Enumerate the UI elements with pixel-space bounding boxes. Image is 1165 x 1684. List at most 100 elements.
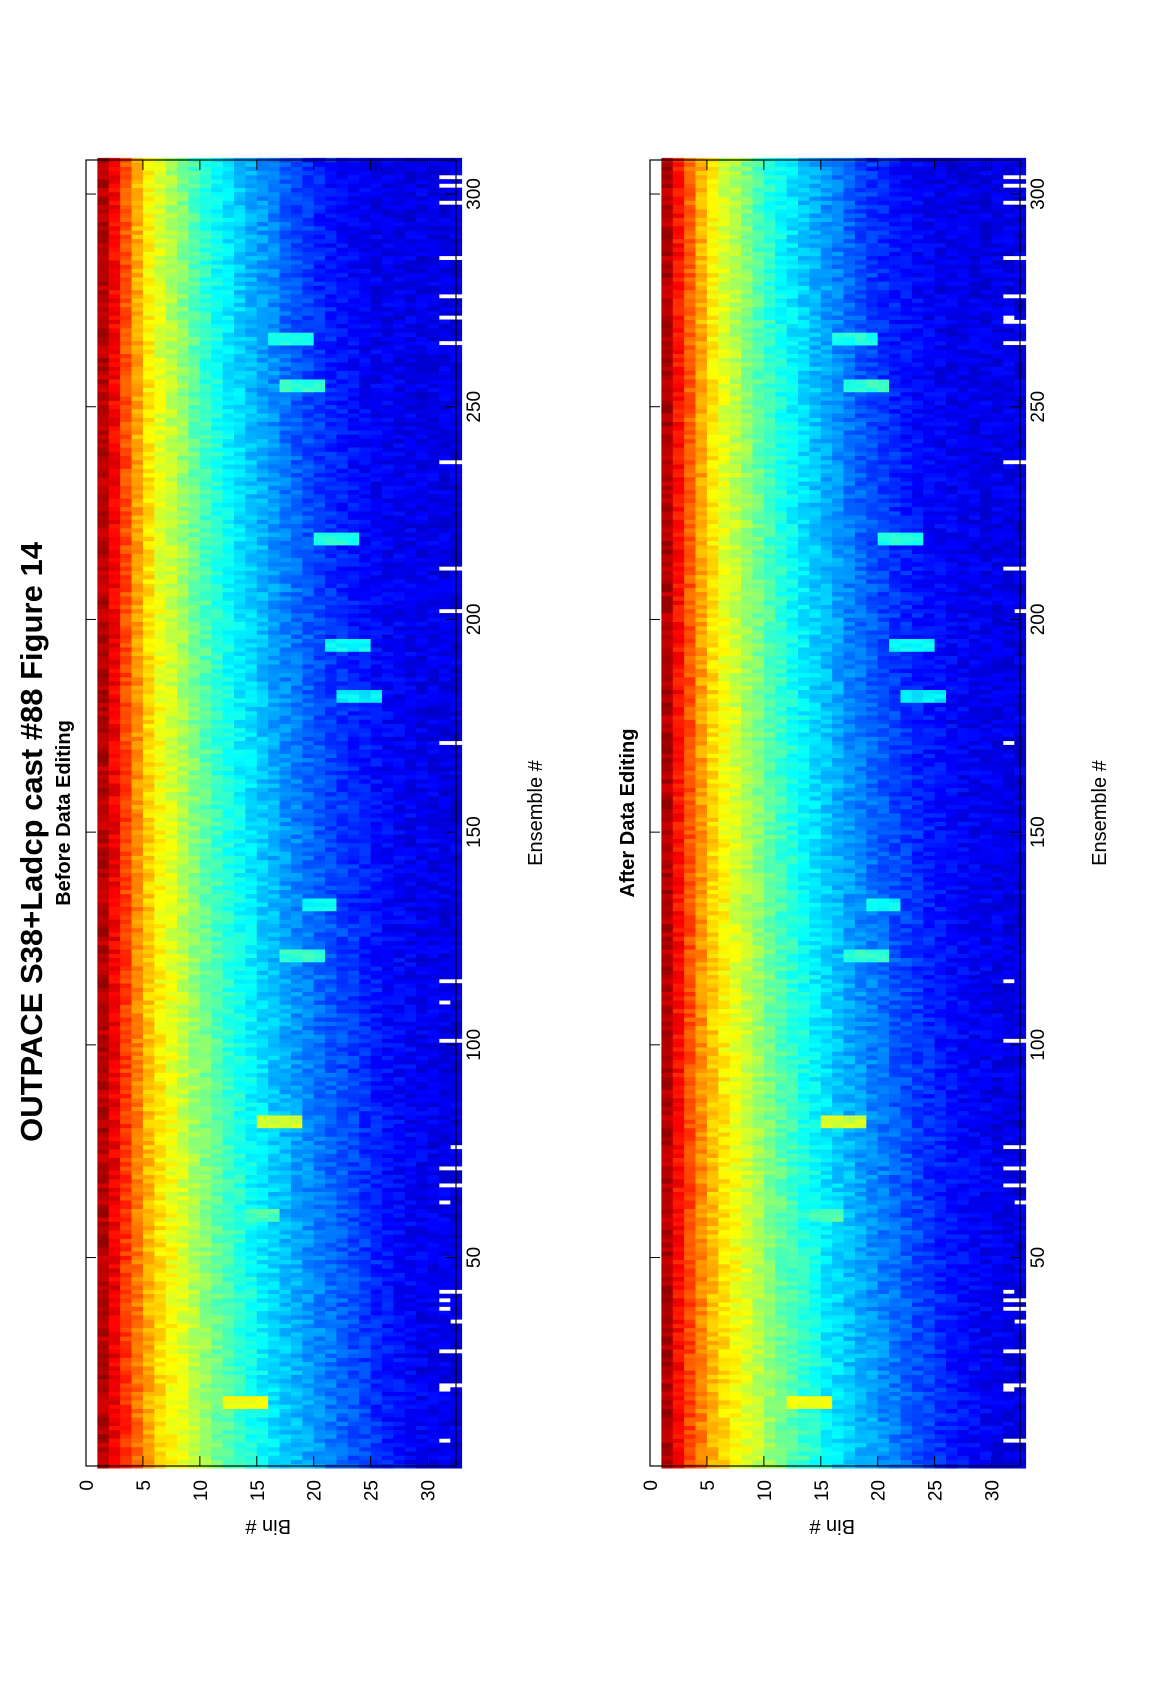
heatmap-cell <box>348 1081 360 1086</box>
heatmap-cell <box>371 1013 383 1018</box>
heatmap-cell <box>257 800 269 805</box>
heatmap-cell <box>359 1141 371 1146</box>
heatmap-cell <box>97 1349 109 1354</box>
heatmap-cell <box>200 890 212 895</box>
heatmap-cell <box>325 1272 337 1277</box>
heatmap-cell <box>234 1213 246 1218</box>
heatmap-cell <box>211 873 223 878</box>
heatmap-cell <box>428 1319 440 1324</box>
heatmap-cell <box>223 1094 235 1099</box>
heatmap-cell <box>177 1030 189 1035</box>
heatmap-cell <box>348 1077 360 1082</box>
heatmap-cell <box>416 932 428 937</box>
heatmap-cell <box>291 1375 303 1380</box>
heatmap-cell <box>302 1221 314 1226</box>
heatmap-cell <box>325 1370 337 1375</box>
heatmap-cell <box>223 1162 235 1167</box>
heatmap-cell <box>257 1443 269 1448</box>
heatmap-cell <box>382 1421 394 1426</box>
heatmap-cell <box>382 1047 394 1052</box>
heatmap-cell <box>393 1379 405 1384</box>
heatmap-cell <box>109 1426 121 1431</box>
heatmap-cell <box>166 1166 178 1171</box>
heatmap-cell <box>120 1438 132 1443</box>
heatmap-cell <box>314 983 326 988</box>
heatmap-cell <box>325 1000 337 1005</box>
heatmap-cell <box>359 1013 371 1018</box>
heatmap-cell <box>177 1200 189 1205</box>
heatmap-cell <box>177 1447 189 1452</box>
heatmap-cell <box>382 1209 394 1214</box>
heatmap-cell <box>314 1409 326 1414</box>
heatmap-cell <box>359 1400 371 1405</box>
heatmap-cell <box>223 822 235 827</box>
heatmap-cell <box>245 932 257 937</box>
heatmap-cell <box>302 1217 314 1222</box>
heatmap-cell <box>314 987 326 992</box>
heatmap-cell <box>166 996 178 1001</box>
heatmap-cell <box>177 1085 189 1090</box>
heatmap-cell <box>188 1302 200 1307</box>
heatmap-cell <box>325 1451 337 1456</box>
heatmap-cell <box>268 826 280 831</box>
heatmap-cell <box>109 1077 121 1082</box>
heatmap-cell <box>120 1055 132 1060</box>
heatmap-cell <box>223 1375 235 1380</box>
heatmap-cell <box>393 1192 405 1197</box>
heatmap-cell <box>154 1026 166 1031</box>
heatmap-cell <box>132 958 144 963</box>
heatmap-cell <box>302 1417 314 1422</box>
heatmap-cell <box>245 945 257 950</box>
heatmap-cell <box>371 1021 383 1026</box>
heatmap-cell <box>245 860 257 865</box>
heatmap-cell <box>348 1162 360 1167</box>
heatmap-cell <box>416 898 428 903</box>
heatmap-cell <box>291 932 303 937</box>
heatmap-cell <box>302 1341 314 1346</box>
heatmap-cell <box>234 1460 246 1465</box>
heatmap-cell <box>439 1392 451 1397</box>
heatmap-cell <box>177 1328 189 1333</box>
heatmap-cell <box>166 970 178 975</box>
heatmap-cell <box>280 1200 292 1205</box>
heatmap-cell <box>211 843 223 848</box>
heatmap-cell <box>154 1111 166 1116</box>
heatmap-cell <box>359 1230 371 1235</box>
heatmap-cell <box>120 1306 132 1311</box>
heatmap-cell <box>382 1443 394 1448</box>
heatmap-cell <box>120 864 132 869</box>
heatmap-cell <box>211 1192 223 1197</box>
heatmap-cell <box>393 1289 405 1294</box>
heatmap-cell <box>154 1451 166 1456</box>
heatmap-cell <box>371 919 383 924</box>
heatmap-cell <box>200 1383 212 1388</box>
heatmap-cell <box>132 1332 144 1337</box>
heatmap-cell <box>268 1302 280 1307</box>
heatmap-cell <box>154 817 166 822</box>
heatmap-cell <box>109 864 121 869</box>
heatmap-cell <box>291 996 303 1001</box>
heatmap-cell <box>166 800 178 805</box>
heatmap-cell <box>348 983 360 988</box>
heatmap-cell <box>154 902 166 907</box>
heatmap-cell <box>245 1013 257 1018</box>
heatmap-cell <box>393 1162 405 1167</box>
heatmap-cell <box>132 932 144 937</box>
heatmap-cell <box>371 932 383 937</box>
heatmap-cell <box>132 1132 144 1137</box>
heatmap-cell <box>268 1060 280 1065</box>
heatmap-cell <box>257 1247 269 1252</box>
heatmap-cell <box>302 1051 314 1056</box>
heatmap-cell <box>302 1336 314 1341</box>
heatmap-cell <box>188 809 200 814</box>
heatmap-cell <box>416 1077 428 1082</box>
heatmap-cell <box>109 1047 121 1052</box>
heatmap-cell <box>416 1149 428 1154</box>
heatmap-cell <box>336 975 348 980</box>
heatmap-cell <box>166 839 178 844</box>
heatmap-cell <box>291 1426 303 1431</box>
heatmap-cell <box>314 1311 326 1316</box>
heatmap-cell <box>359 987 371 992</box>
heatmap-cell <box>336 1328 348 1333</box>
heatmap-cell <box>132 1217 144 1222</box>
